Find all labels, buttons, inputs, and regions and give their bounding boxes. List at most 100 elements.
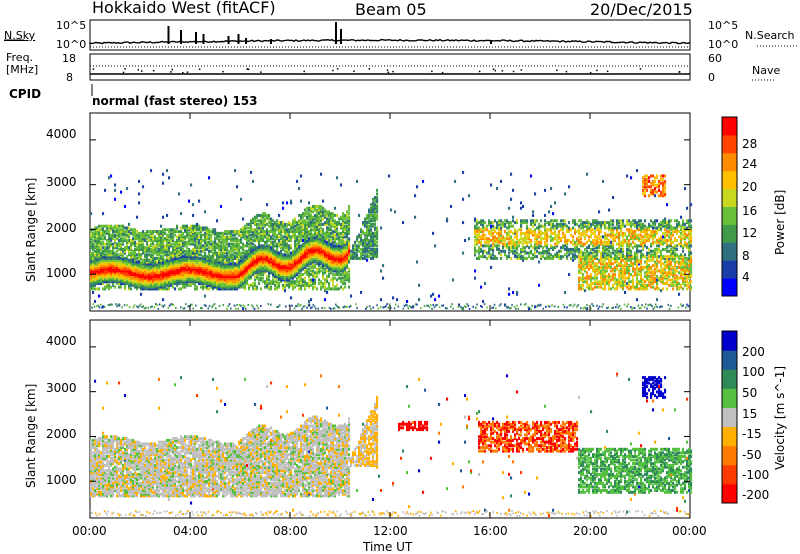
velocity-cbar-tick-50: 50 [742, 386, 758, 400]
freq-dot [247, 68, 250, 71]
noise-spike [340, 29, 342, 44]
velocity-cbar-tick-200: 200 [742, 345, 765, 359]
velocity-panel-ylabel: Slant Range [km] [24, 383, 38, 488]
xtick-0800: 08:00 [273, 524, 308, 538]
noise-spike [245, 38, 247, 44]
velocity-cbar-tick-minus50: -50 [742, 448, 762, 462]
power-colorbar-swatch [722, 134, 737, 154]
velocity-cbar-label: Velocity [m s^-1] [773, 365, 787, 470]
power-colorbar-swatch [722, 260, 737, 279]
noise-sky-label: N.Sky [4, 29, 36, 42]
velocity-colorbar-frame [721, 330, 738, 504]
xtick-2000: 20:00 [573, 524, 608, 538]
freq-label-line2: [MHz] [6, 63, 39, 76]
freq-dot [170, 71, 172, 73]
velocity-colorbar-swatch [722, 483, 737, 504]
power-cbar-tick-20: 20 [742, 180, 758, 194]
freq-dot [501, 70, 504, 72]
freq-dot [386, 69, 389, 71]
freq-dot [137, 69, 140, 71]
freq-dot [596, 69, 598, 72]
power-colorbar-swatch [722, 242, 737, 261]
velocity-cbar-tick-minus100: -100 [742, 468, 770, 482]
noise-spike [335, 22, 337, 44]
velocity-colorbar-swatch [722, 464, 737, 485]
noise-search-label: N.Search [745, 29, 795, 42]
freq-dot [222, 70, 224, 73]
velocity-cbar-tick-minus15: -15 [742, 427, 762, 441]
velocity-ytick-3000: 3000 [46, 381, 77, 395]
freq-dot [122, 71, 125, 74]
power-ytick-1000: 1000 [46, 266, 77, 280]
power-cbar-tick-24: 24 [742, 157, 758, 171]
power-colorbar-swatch [722, 117, 737, 136]
freq-dot [353, 70, 355, 73]
freq-dot [441, 71, 444, 74]
nave-label: Nave [752, 64, 781, 77]
power-panel-ylabel: Slant Range [km] [24, 177, 38, 282]
power-cbar-label: Power [dB] [773, 189, 787, 255]
velocity-cbar-tick-minus200: -200 [742, 488, 770, 502]
freq-dot [368, 68, 371, 70]
noise-spike [490, 40, 492, 44]
power-ytick-2000: 2000 [46, 221, 77, 235]
power-heatmap [90, 169, 693, 311]
freq-panel-frame [89, 53, 691, 81]
power-ytick-3000: 3000 [46, 175, 77, 189]
freq-dot [606, 70, 609, 73]
xtick-2400: 00:00 [672, 524, 707, 538]
noise-panel-frame [89, 19, 691, 51]
velocity-ytick-1000: 1000 [46, 473, 77, 487]
freq-dot [589, 71, 592, 74]
power-colorbar-swatch [722, 278, 737, 297]
station-title: Hokkaido West (fitACF) [92, 0, 276, 17]
power-ytick-4000: 4000 [46, 127, 77, 141]
nave-tick-bottom: 0 [708, 71, 715, 84]
noise-spike [180, 30, 182, 44]
power-cbar-tick-4: 4 [742, 270, 750, 284]
freq-tick-top: 18 [62, 52, 76, 65]
noise-left-tick-bottom: 10^0 [56, 38, 87, 51]
freq-dot [260, 71, 262, 73]
freq-label-line1: Freq. [6, 51, 34, 64]
freq-dot [431, 70, 433, 73]
freq-dot [520, 69, 523, 71]
freq-dot [198, 68, 201, 70]
velocity-colorbar-swatch [722, 350, 737, 370]
power-colorbar-swatch [722, 188, 737, 207]
noise-spike [202, 34, 205, 44]
freq-dot [124, 68, 126, 70]
beam-label: Beam 05 [355, 0, 427, 19]
date-label: 20/Dec/2015 [590, 0, 693, 19]
velocity-ytick-2000: 2000 [46, 427, 77, 441]
xtick-0400: 04:00 [173, 524, 208, 538]
velocity-colorbar-swatch [722, 445, 737, 466]
power-cbar-tick-12: 12 [742, 226, 758, 240]
power-colorbar-swatch [722, 152, 737, 172]
velocity-colorbar-swatch [722, 388, 737, 408]
freq-dot [392, 70, 394, 73]
freq-dot [387, 71, 390, 74]
noise-spike [237, 34, 240, 44]
velocity-colorbar-swatch [722, 369, 737, 389]
power-cbar-tick-8: 8 [742, 249, 750, 263]
noise-spike [195, 32, 197, 44]
velocity-heatmap [90, 372, 693, 518]
freq-dot [246, 68, 249, 70]
cpid-label: CPID [9, 87, 42, 101]
power-colorbar-swatch [722, 224, 737, 243]
power-cbar-tick-16: 16 [742, 204, 758, 218]
freq-tick-bottom: 8 [66, 71, 73, 84]
freq-dot [478, 70, 481, 73]
noise-left-tick-top: 10^5 [56, 19, 87, 32]
velocity-ytick-4000: 4000 [46, 334, 77, 348]
noise-right-tick-top: 10^5 [708, 19, 739, 32]
freq-dot [171, 68, 173, 71]
power-cbar-tick-28: 28 [742, 137, 758, 151]
freq-dot [186, 71, 189, 73]
power-colorbar-frame [721, 116, 738, 297]
power-colorbar-swatch [722, 170, 737, 190]
freq-dot [512, 70, 515, 73]
freq-dot [494, 69, 497, 72]
